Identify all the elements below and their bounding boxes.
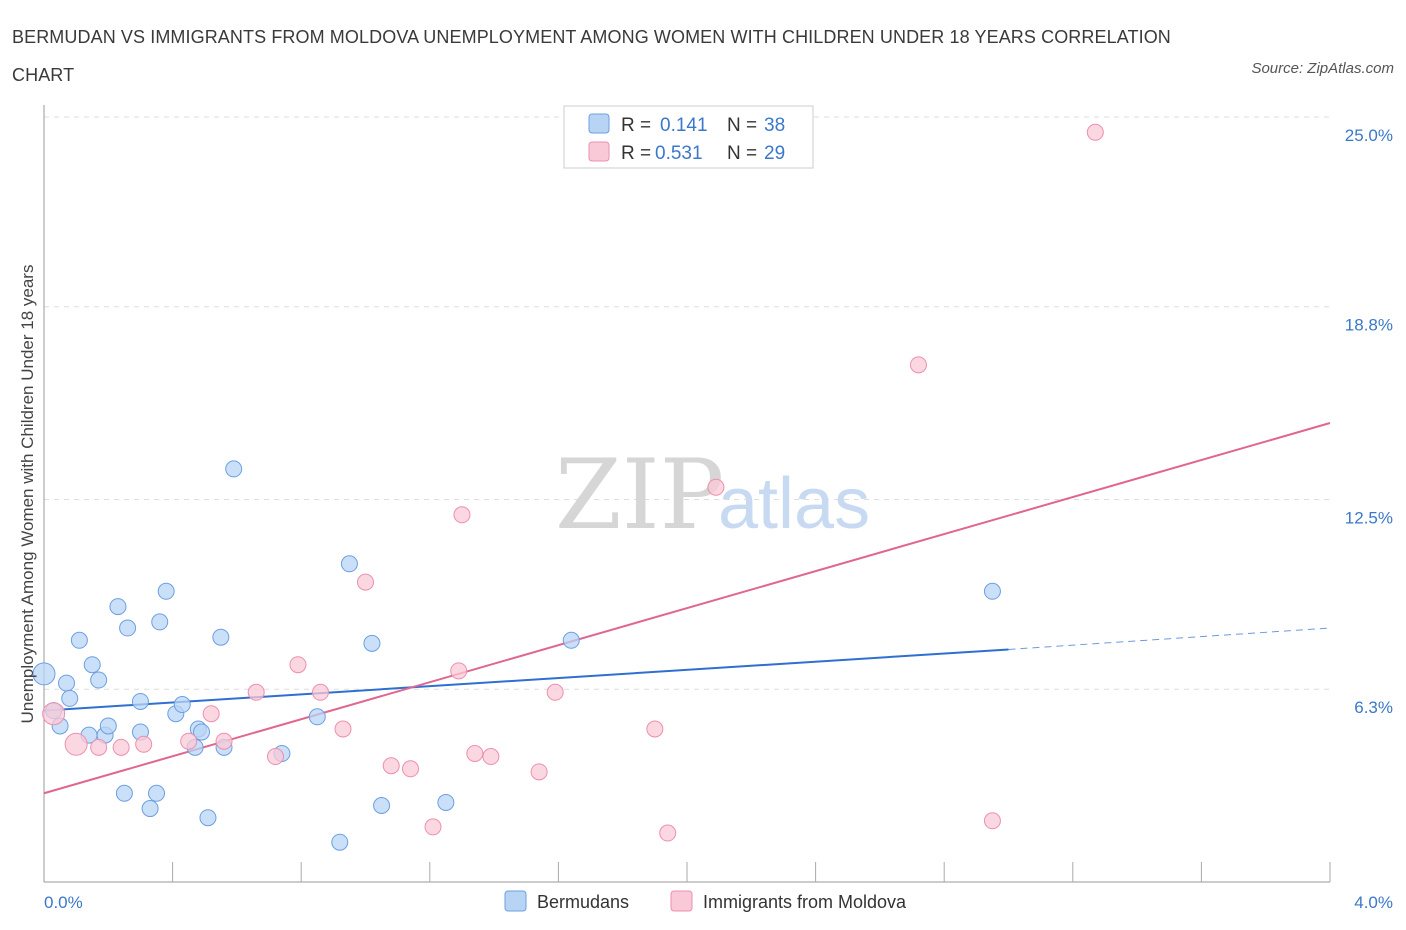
data-points: [32, 123, 1104, 851]
point-moldova: [334, 720, 352, 738]
point-bermudans: [70, 631, 88, 649]
trend-line-bermudans-extension: [1008, 627, 1331, 650]
point-moldova: [42, 702, 66, 726]
x-tick-label-max: 4.0%: [1354, 893, 1393, 912]
legend-top: R = 0.141 N = 38 R = 0.531 N = 29: [563, 105, 814, 169]
legend-bottom-label-bermudans: Bermudans: [537, 892, 629, 912]
point-bermudans: [983, 582, 1001, 600]
x-ticks: [172, 862, 1331, 882]
point-moldova: [382, 757, 400, 775]
point-moldova: [215, 732, 233, 750]
point-moldova: [402, 760, 420, 778]
point-bermudans: [90, 671, 108, 689]
point-moldova: [909, 356, 927, 374]
point-moldova: [482, 748, 500, 766]
legend-r-label-moldova: R =: [621, 143, 651, 164]
point-bermudans: [331, 833, 349, 851]
x-tick-label-min: 0.0%: [44, 893, 83, 912]
watermark-atlas: atlas: [718, 464, 870, 544]
point-moldova: [202, 705, 220, 723]
legend-n-label-moldova: N =: [727, 143, 757, 164]
point-bermudans: [308, 708, 326, 726]
point-moldova: [546, 683, 564, 701]
point-moldova: [135, 735, 153, 753]
y-tick-label: 6.3%: [1354, 698, 1393, 717]
point-moldova: [466, 744, 484, 762]
point-moldova: [64, 732, 88, 756]
point-bermudans: [148, 784, 166, 802]
point-bermudans: [193, 723, 211, 741]
point-bermudans: [340, 555, 358, 573]
point-moldova: [112, 738, 130, 756]
point-moldova: [180, 732, 198, 750]
legend-swatch-moldova: [588, 141, 610, 162]
grid-lines: [44, 116, 1330, 690]
point-bermudans: [131, 692, 149, 710]
legend-bottom-swatch-moldova: [670, 890, 693, 912]
point-moldova: [247, 683, 265, 701]
point-moldova: [1086, 123, 1104, 141]
y-axis-label: Unemployment Among Women with Children U…: [18, 265, 37, 724]
point-bermudans: [437, 793, 455, 811]
legend-swatch-bermudans: [588, 113, 610, 134]
point-moldova: [453, 506, 471, 524]
point-moldova: [659, 824, 677, 842]
source-credit: Source: ZipAtlas.com: [1251, 60, 1394, 77]
trend-lines: [43, 422, 1331, 795]
legend-n-value-moldova: 29: [764, 143, 785, 164]
point-moldova: [983, 812, 1001, 830]
point-moldova: [266, 748, 284, 766]
point-bermudans: [119, 619, 137, 637]
point-bermudans: [212, 628, 230, 646]
y-tick-labels: 6.3% 12.5% 18.8% 25.0%: [1345, 126, 1393, 717]
point-bermudans: [363, 634, 381, 652]
legend-bottom-label-moldova: Immigrants from Moldova: [703, 892, 907, 912]
point-moldova: [289, 656, 307, 674]
point-bermudans: [115, 784, 133, 802]
point-moldova: [530, 763, 548, 781]
watermark-zip: ZIP: [555, 439, 724, 551]
point-bermudans: [562, 631, 580, 649]
point-moldova: [646, 720, 664, 738]
legend-n-value-bermudans: 38: [764, 115, 785, 136]
legend-bottom-swatch-bermudans: [504, 890, 527, 912]
point-bermudans: [109, 598, 127, 616]
legend-r-value-moldova: 0.531: [655, 143, 703, 164]
trend-line-moldova: [43, 422, 1331, 795]
legend-r-label-bermudans: R =: [621, 115, 651, 136]
legend-n-label-bermudans: N =: [727, 115, 757, 136]
point-moldova: [424, 818, 442, 836]
point-bermudans: [32, 662, 56, 686]
y-tick-label: 18.8%: [1345, 316, 1393, 335]
point-bermudans: [141, 800, 159, 818]
point-moldova: [707, 478, 725, 496]
point-moldova: [357, 573, 374, 591]
point-bermudans: [157, 582, 175, 600]
legend-bottom: Bermudans Immigrants from Moldova: [504, 890, 907, 912]
trend-line-bermudans: [43, 648, 1009, 712]
legend-r-value-bermudans: 0.141: [660, 115, 708, 136]
point-bermudans: [373, 797, 391, 814]
y-tick-label: 25.0%: [1345, 126, 1393, 145]
point-moldova: [450, 662, 468, 680]
point-bermudans: [58, 674, 76, 692]
point-bermudans: [173, 696, 191, 714]
point-bermudans: [199, 809, 217, 827]
point-moldova: [311, 683, 329, 701]
point-moldova: [90, 738, 108, 756]
point-bermudans: [61, 689, 79, 707]
point-bermudans: [225, 460, 243, 478]
point-bermudans: [151, 613, 169, 631]
point-bermudans: [99, 717, 117, 735]
point-bermudans: [83, 656, 101, 674]
y-tick-label: 12.5%: [1345, 509, 1393, 528]
chart-title: BERMUDAN VS IMMIGRANTS FROM MOLDOVA UNEM…: [12, 27, 1171, 85]
